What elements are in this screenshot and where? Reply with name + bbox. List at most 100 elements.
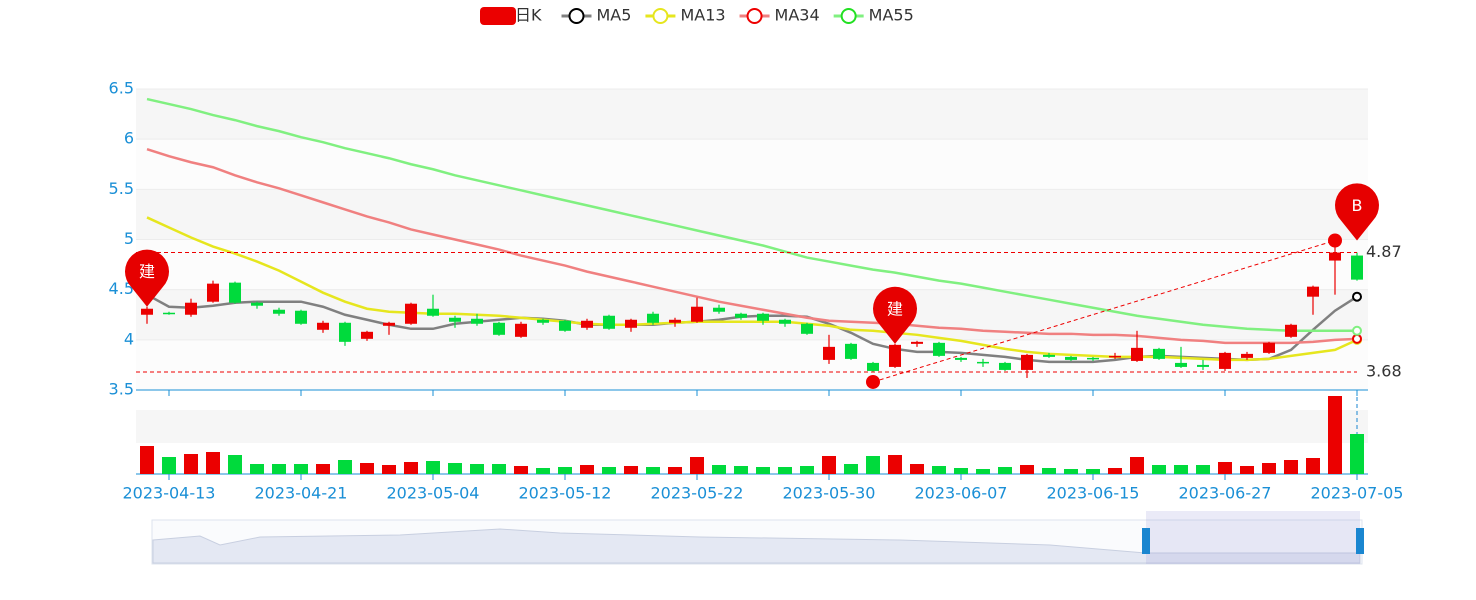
- zoom-window[interactable]: [1146, 511, 1360, 564]
- zoom-handle[interactable]: [1142, 528, 1150, 554]
- candle-body: [801, 323, 813, 334]
- candle-body: [1021, 354, 1033, 370]
- volume-bar: [1130, 457, 1144, 474]
- volume-bar: [558, 467, 572, 474]
- volume-bar: [910, 464, 924, 474]
- candle-body: [449, 317, 461, 322]
- candle-body: [1087, 357, 1099, 360]
- volume-bar: [404, 462, 418, 474]
- volume-bar: [1262, 463, 1276, 474]
- legend-label: MA34: [775, 6, 820, 25]
- candle-body: [757, 313, 769, 321]
- zoom-handle[interactable]: [1356, 528, 1364, 554]
- y-tick-label: 4: [124, 329, 134, 348]
- candle-body: [581, 320, 593, 328]
- candle-body: [691, 306, 703, 322]
- candle-body: [229, 282, 241, 303]
- candle-body: [867, 362, 879, 371]
- candle-body: [559, 320, 571, 331]
- x-tick-label: 2023-06-07: [915, 484, 1008, 503]
- volume-bar: [888, 455, 902, 474]
- grid-band: [136, 189, 1368, 240]
- candle-body: [669, 319, 681, 323]
- candle-body: [889, 344, 901, 367]
- candle-body: [1241, 353, 1253, 358]
- candle-body: [1043, 354, 1055, 357]
- candle-body: [339, 322, 351, 342]
- candle-body: [251, 302, 263, 306]
- legend-label: 日K: [515, 6, 542, 25]
- candle-body: [317, 322, 329, 330]
- x-tick-label: 2023-04-21: [255, 484, 348, 503]
- candle-body: [295, 310, 307, 324]
- legend-icon: [652, 8, 669, 24]
- candle-body: [1197, 364, 1209, 367]
- x-tick-label: 2023-06-15: [1047, 484, 1140, 503]
- volume-bar: [470, 464, 484, 474]
- volume-bar: [668, 467, 682, 474]
- volume-bar: [1042, 468, 1056, 474]
- y-tick-label: 6.5: [109, 79, 134, 98]
- mark-line-label: 3.68: [1366, 361, 1402, 380]
- candle-body: [1329, 252, 1341, 261]
- volume-bar: [712, 465, 726, 474]
- candle-body: [1131, 347, 1143, 361]
- pin-label: 建: [139, 262, 155, 281]
- trend-point: [866, 374, 880, 389]
- volume-bar: [1064, 469, 1078, 474]
- zoom-preview: [152, 528, 1361, 564]
- candle-body: [273, 309, 285, 314]
- candle-body: [779, 319, 791, 324]
- candle-body: [1175, 362, 1187, 367]
- candle-body: [713, 307, 725, 312]
- grid-band: [136, 239, 1368, 290]
- candle-body: [515, 323, 527, 337]
- candle-body: [1307, 286, 1319, 297]
- volume-bar: [1328, 396, 1342, 474]
- volume-bar: [1152, 465, 1166, 474]
- grid-band: [136, 89, 1368, 140]
- legend: 日K MA5 MA13 MA34 MA55: [480, 6, 914, 25]
- volume-bar: [800, 466, 814, 474]
- volume-bar: [338, 460, 352, 474]
- volume-bar: [624, 466, 638, 474]
- y-tick-label: 5: [124, 229, 134, 248]
- legend-icon: [480, 7, 516, 25]
- y-tick-label: 3.5: [109, 380, 134, 399]
- volume-bar: [690, 457, 704, 474]
- candle-body: [1263, 342, 1275, 353]
- x-tick-label: 2023-05-30: [783, 484, 876, 503]
- x-tick-label: 2023-05-04: [387, 484, 480, 503]
- candle-body: [185, 302, 197, 315]
- legend-label: MA55: [869, 6, 914, 25]
- ma-end-marker: [1352, 291, 1362, 302]
- trend-line: [872, 240, 1336, 383]
- candle-body: [163, 312, 175, 315]
- candle-body: [537, 319, 549, 323]
- candle-body: [361, 331, 373, 339]
- x-tick-label: 2023-05-12: [519, 484, 612, 503]
- candle-body: [911, 341, 923, 344]
- volume-bar: [866, 456, 880, 474]
- candle-body: [427, 308, 439, 316]
- ma-end-marker: [1352, 325, 1362, 336]
- volume-bar: [932, 466, 946, 474]
- legend-icon: [840, 8, 857, 24]
- volume-bar: [316, 464, 330, 474]
- candle-body: [977, 361, 989, 364]
- volume-bar: [140, 446, 154, 474]
- volume-bar: [228, 455, 242, 474]
- pin-label: 建: [887, 299, 903, 318]
- candle-body: [1153, 348, 1165, 359]
- legend-icon: [746, 8, 763, 24]
- candle-body: [1109, 355, 1121, 358]
- pin: [1335, 183, 1380, 241]
- volume-bar: [646, 467, 660, 474]
- data-zoom[interactable]: [151, 511, 1364, 565]
- x-tick-label: 2023-06-27: [1179, 484, 1272, 503]
- candle-body: [1351, 255, 1363, 280]
- volume-bar: [602, 467, 616, 474]
- volume-bar: [1196, 465, 1210, 474]
- legend-label: MA5: [597, 6, 632, 25]
